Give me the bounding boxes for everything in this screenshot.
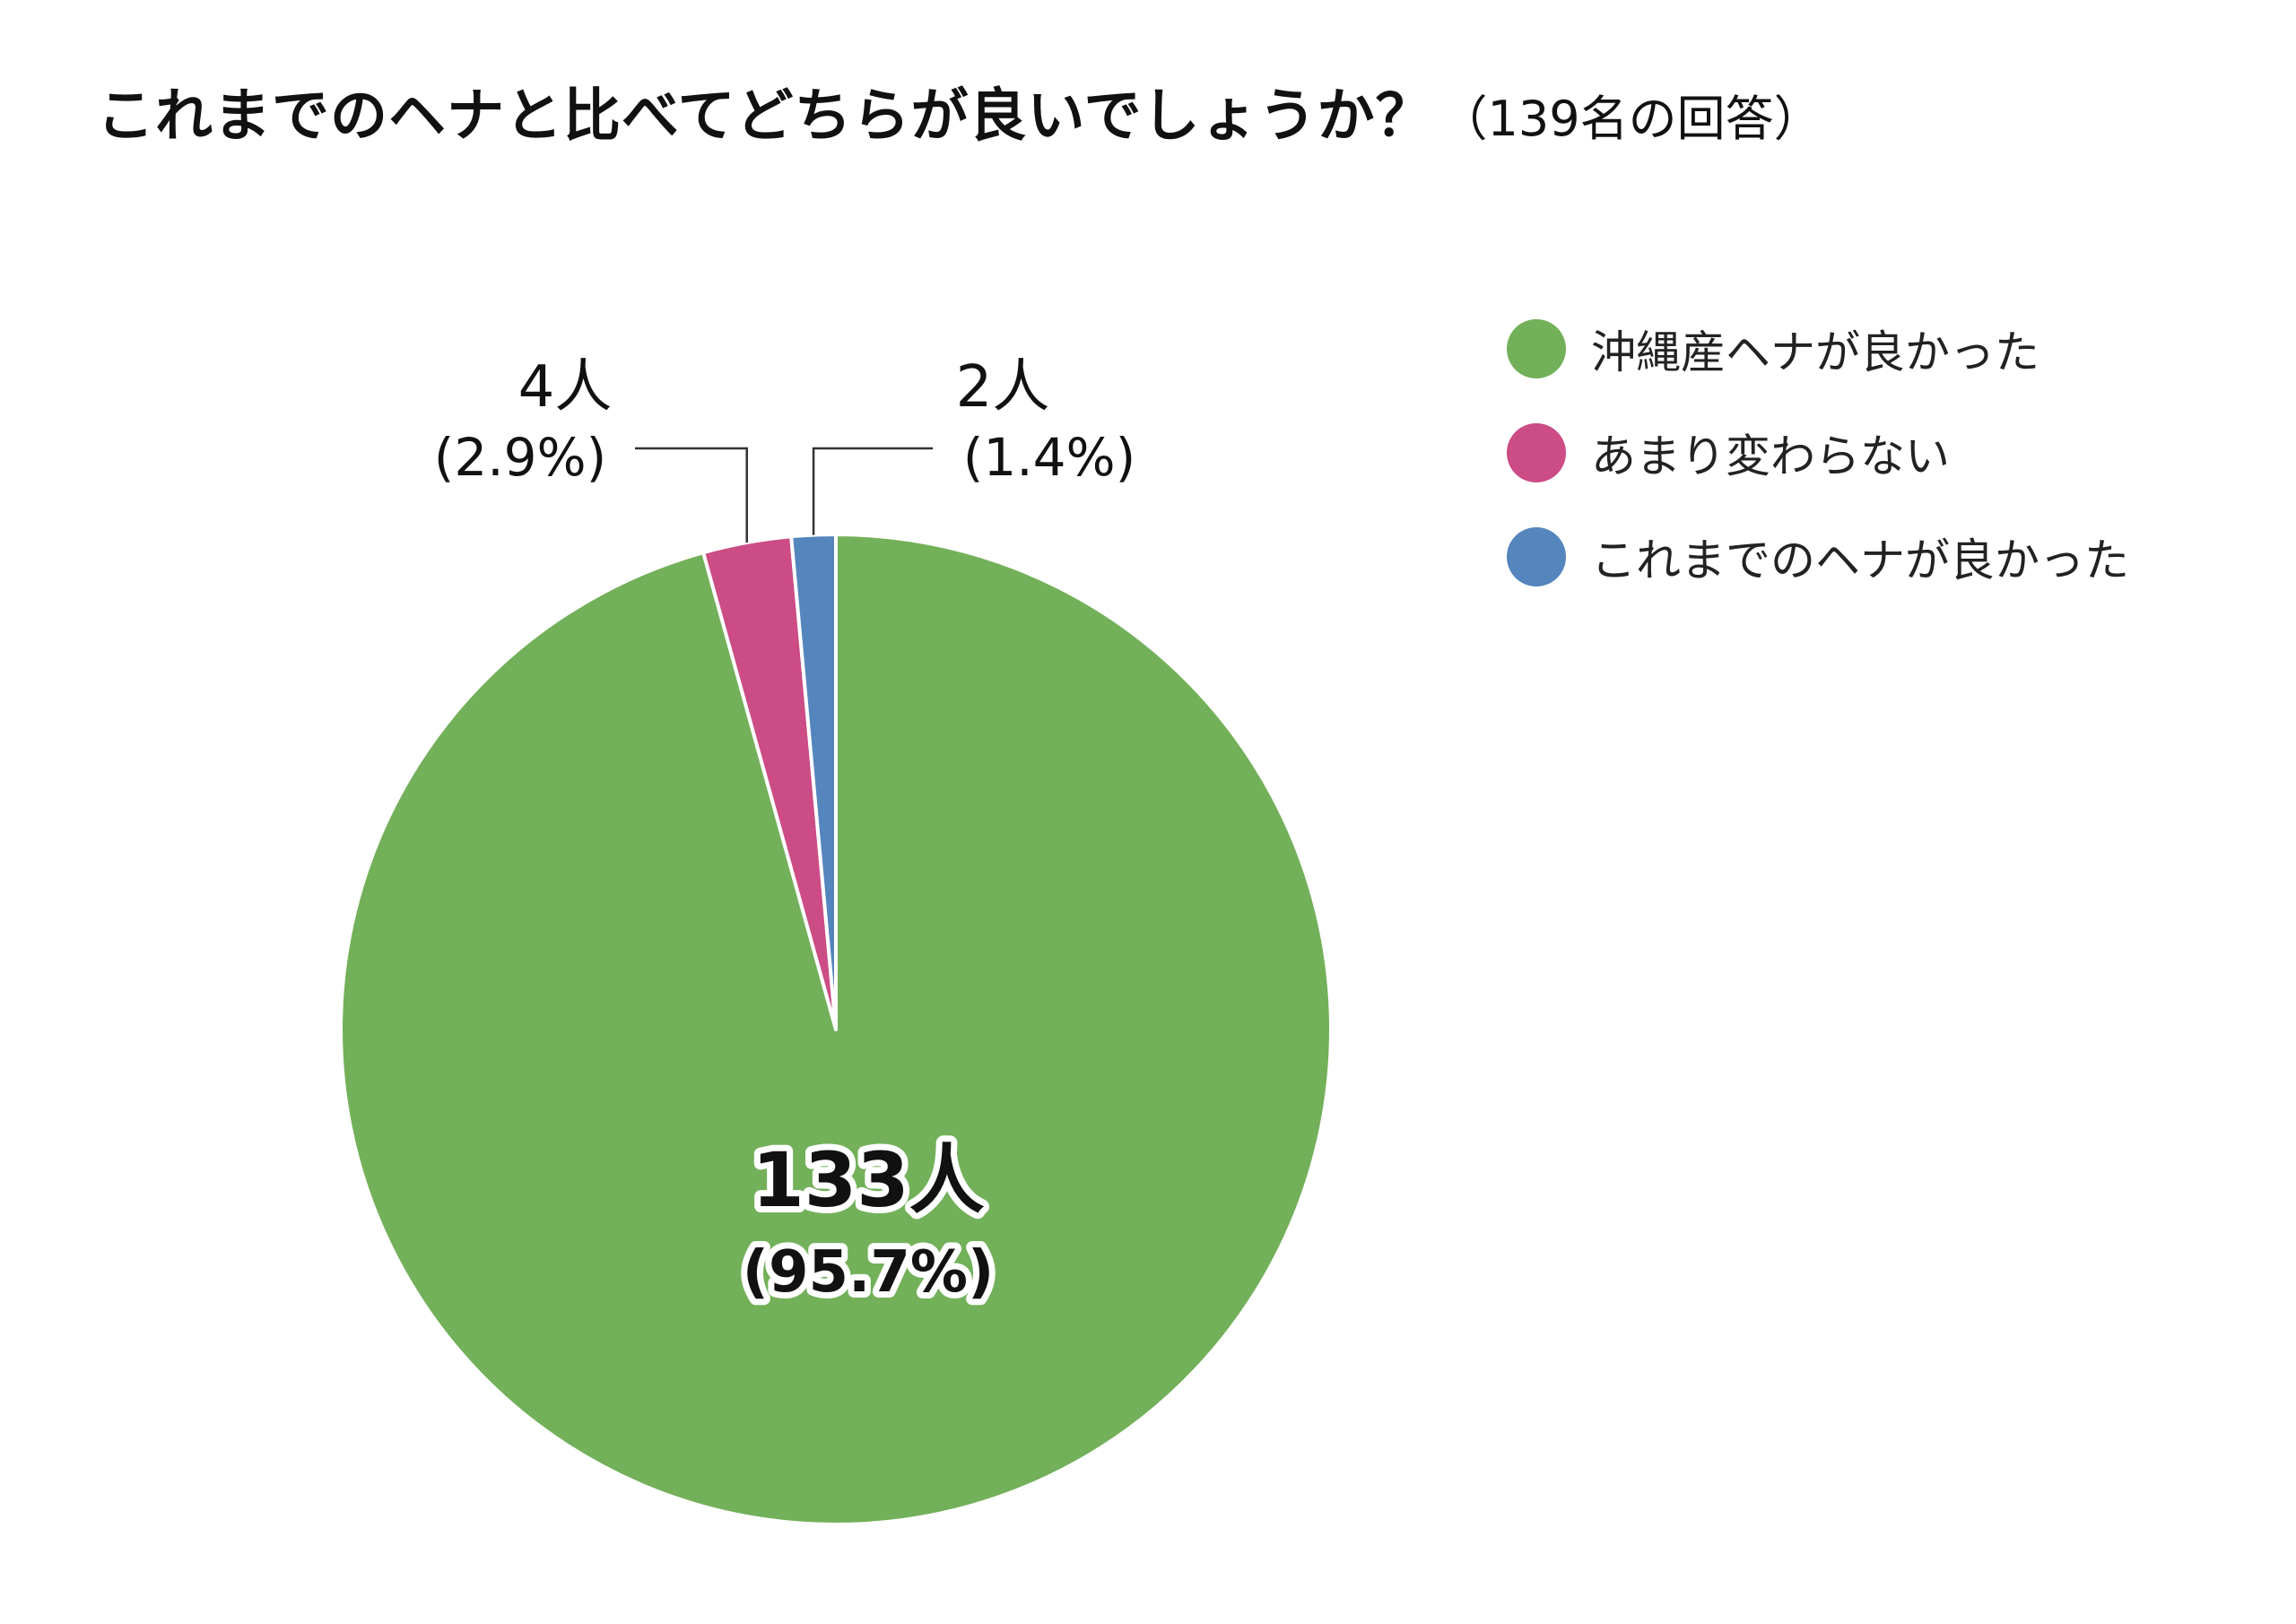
slice-label-count-3: 2人 [956, 354, 1050, 421]
slice-label-percent-1: (95.7%) [743, 1239, 995, 1306]
slice-label-count-1-halo: 133人 [752, 1136, 984, 1224]
chart-title-respondents: （139名の回答） [1439, 91, 1822, 147]
chart-legend: 沖縄産ヘナが良かった あまり変わらない これまでのヘナが良かった [1507, 318, 2129, 630]
legend-item-previous-better: これまでのヘナが良かった [1507, 526, 2129, 587]
slice-label-percent-2: (2.9%) [434, 427, 607, 488]
legend-item-okinawa-better: 沖縄産ヘナが良かった [1507, 318, 2129, 379]
legend-item-no-change: あまり変わらない [1507, 422, 2129, 483]
slice-label-count-2: 4人 [518, 354, 613, 421]
slice-label-percent-3: (1.4%) [963, 427, 1136, 488]
legend-swatch-blue [1507, 527, 1566, 586]
slice-label-percent-1-halo: (95.7%) [743, 1239, 995, 1306]
pie-slices [339, 533, 1333, 1526]
legend-swatch-pink [1507, 423, 1566, 482]
leader-lines [635, 447, 933, 543]
legend-label: あまり変わらない [1591, 430, 1950, 482]
slice-label-count-1: 133人 [752, 1136, 984, 1224]
chart-title-main: これまでのヘナと比べてどちらが良いでしょうか？ [97, 83, 1434, 150]
legend-label: 沖縄産ヘナが良かった [1591, 326, 2039, 378]
legend-label: これまでのヘナが良かった [1591, 534, 2129, 586]
legend-swatch-green [1507, 319, 1566, 378]
chart-title: これまでのヘナと比べてどちらが良いでしょうか？ （139名の回答） [97, 88, 1822, 145]
leader-line-3 [812, 447, 933, 535]
leader-line-2 [635, 447, 748, 543]
